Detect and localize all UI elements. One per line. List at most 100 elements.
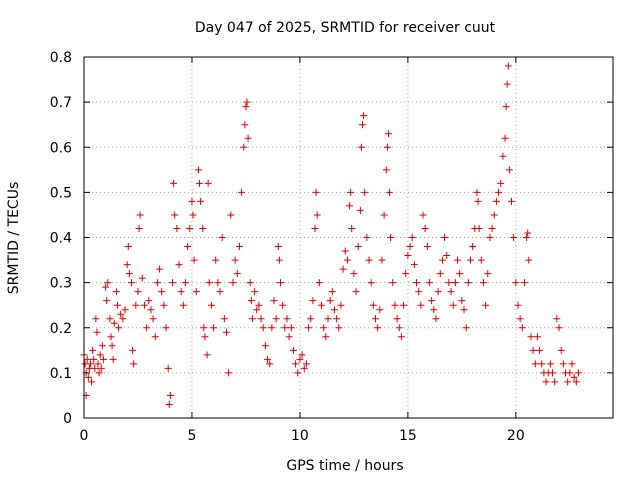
data-point — [477, 256, 485, 264]
data-point — [184, 243, 192, 251]
data-point — [216, 288, 224, 296]
y-tick-label: 0.4 — [50, 231, 72, 247]
data-point — [169, 279, 177, 287]
data-point — [441, 234, 449, 241]
data-point — [134, 288, 142, 296]
data-point — [296, 355, 304, 363]
data-point — [527, 333, 535, 341]
data-point — [454, 256, 462, 264]
data-point — [223, 328, 231, 336]
x-axis-label: GPS time / hours — [286, 458, 403, 474]
data-point — [84, 373, 92, 381]
data-point — [162, 324, 170, 332]
data-point — [443, 252, 451, 260]
data-point — [305, 324, 313, 332]
data-point — [438, 256, 446, 264]
data-point — [200, 324, 208, 332]
data-point — [549, 369, 557, 377]
data-point — [518, 324, 526, 332]
data-point — [92, 315, 100, 323]
data-point — [261, 342, 269, 350]
data-point — [190, 256, 198, 264]
data-point — [387, 234, 395, 241]
data-point — [97, 364, 105, 372]
data-point — [473, 188, 481, 196]
data-point — [104, 279, 112, 287]
data-point — [270, 297, 278, 305]
data-point — [436, 270, 444, 278]
data-point — [546, 360, 554, 368]
data-point — [374, 324, 382, 332]
data-point — [423, 243, 431, 251]
data-point — [354, 243, 362, 251]
data-point — [378, 256, 386, 264]
data-point — [103, 297, 111, 305]
data-point — [242, 103, 250, 111]
data-point — [458, 297, 466, 305]
data-point — [357, 143, 365, 151]
data-point — [376, 306, 384, 314]
data-point — [533, 333, 541, 341]
data-point — [189, 211, 197, 219]
data-point — [542, 378, 550, 386]
data-point — [240, 143, 248, 151]
data-point — [268, 324, 276, 332]
data-point — [220, 315, 228, 323]
y-tick-label: 0.6 — [50, 140, 72, 156]
data-point — [361, 188, 369, 196]
data-point — [520, 279, 528, 287]
data-point — [320, 324, 328, 332]
data-point — [474, 197, 482, 205]
data-point — [107, 333, 115, 341]
data-point — [287, 324, 295, 332]
data-point — [281, 324, 289, 332]
data-point — [227, 211, 235, 219]
data-point — [158, 288, 166, 296]
data-point — [283, 315, 291, 323]
data-point — [136, 211, 144, 219]
y-tick-label: 0.2 — [50, 321, 72, 337]
data-point — [149, 315, 157, 323]
data-point — [160, 301, 168, 309]
data-point — [300, 364, 308, 372]
data-point — [248, 315, 256, 323]
data-point — [203, 351, 211, 359]
data-point — [328, 288, 336, 296]
data-point — [292, 360, 300, 368]
data-point — [460, 306, 468, 314]
data-point — [395, 324, 403, 332]
data-point — [294, 369, 302, 377]
data-point — [164, 364, 172, 372]
data-point — [179, 301, 187, 309]
data-point — [285, 333, 293, 341]
data-point — [447, 288, 455, 296]
data-point — [557, 346, 565, 354]
data-point — [315, 279, 323, 287]
data-point — [165, 400, 173, 408]
data-point — [229, 279, 237, 287]
data-point — [253, 306, 261, 314]
data-point — [113, 301, 121, 309]
data-point — [482, 301, 490, 309]
data-point — [192, 288, 200, 296]
data-point — [504, 62, 512, 70]
data-point — [88, 378, 96, 386]
data-point — [128, 279, 136, 287]
data-point — [170, 179, 178, 187]
data-point — [333, 315, 341, 323]
data-point — [531, 360, 539, 368]
data-point — [197, 197, 205, 205]
data-point — [566, 369, 574, 377]
data-point — [337, 301, 345, 309]
data-point — [348, 224, 356, 232]
data-point — [449, 301, 457, 309]
data-point — [108, 342, 116, 350]
data-point — [529, 346, 537, 354]
data-point — [276, 279, 284, 287]
data-point — [218, 234, 226, 241]
data-point — [350, 270, 358, 278]
data-point — [233, 270, 241, 278]
data-point — [246, 279, 254, 287]
data-point — [415, 288, 423, 296]
